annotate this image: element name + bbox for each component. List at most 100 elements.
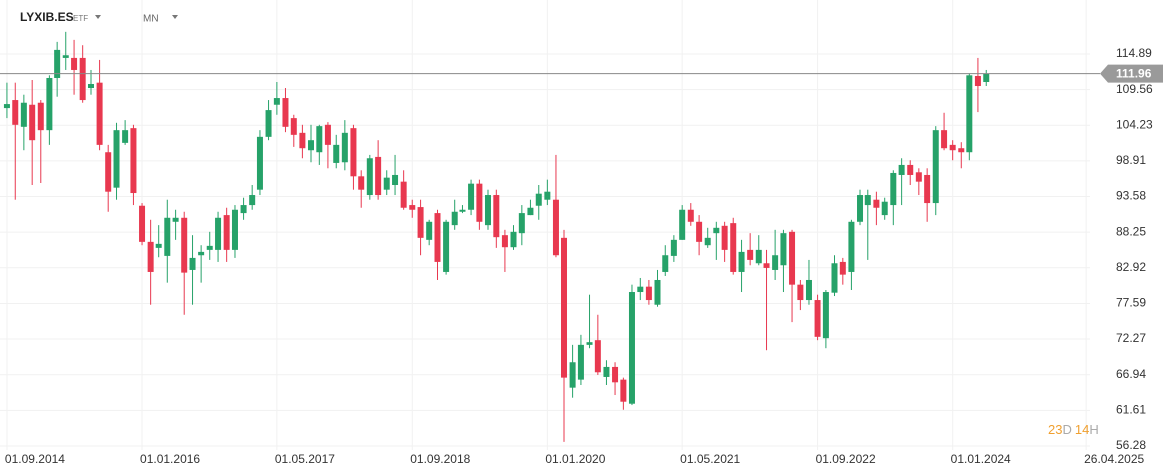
candle-body: [198, 251, 205, 256]
dropdown-arrow[interactable]: [95, 15, 101, 19]
candle-body: [122, 130, 129, 143]
candle-body: [155, 243, 162, 248]
candle-body: [443, 221, 450, 272]
x-tick-label: 01.01.2020: [545, 452, 605, 466]
candle-body: [62, 55, 69, 58]
candle-body: [215, 217, 222, 250]
candle-body: [333, 144, 340, 163]
candle-body: [552, 199, 559, 256]
candle-body: [434, 213, 441, 262]
candle-body: [527, 207, 534, 216]
x-tick-label: 01.05.2021: [680, 452, 740, 466]
candle-body: [468, 183, 475, 210]
candle-body: [966, 75, 973, 153]
candle-body: [299, 132, 306, 149]
candle-body: [805, 279, 812, 301]
countdown-unit: H: [1089, 422, 1098, 437]
candle-body: [324, 124, 331, 145]
current-price-label: 111.96: [1116, 67, 1152, 81]
candle-body: [974, 75, 981, 87]
candle-body: [181, 217, 188, 273]
candle-body: [12, 100, 19, 125]
countdown-unit: D: [1062, 422, 1071, 437]
candle-body: [738, 251, 745, 272]
candle-body: [71, 57, 78, 70]
candle-body: [822, 292, 829, 339]
x-tick-label: 01.09.2022: [816, 452, 876, 466]
candle-body: [763, 263, 770, 268]
interval[interactable]: MN: [143, 14, 159, 25]
candle-body: [223, 215, 230, 250]
candle-body: [755, 249, 762, 264]
candle-body: [780, 233, 787, 266]
y-tick-label: 88.25: [1116, 224, 1146, 238]
candle-body: [249, 195, 256, 206]
candle-body: [273, 98, 280, 105]
candle-body: [189, 257, 196, 270]
x-tick-label: 01.05.2017: [275, 452, 335, 466]
countdown: 23D 14H: [1048, 422, 1099, 437]
candle-body: [231, 209, 238, 250]
candle-body: [747, 249, 754, 260]
candle-body: [307, 140, 314, 151]
candle-body: [164, 217, 171, 256]
candle-body: [831, 263, 838, 293]
y-tick-label: 82.92: [1116, 260, 1146, 274]
candle-body: [130, 128, 137, 194]
y-tick-label: 98.91: [1116, 153, 1146, 167]
candle-body: [113, 130, 120, 188]
x-tick-label: 01.01.2016: [140, 452, 200, 466]
candle-body: [864, 195, 871, 206]
candle-body: [105, 152, 112, 192]
symbol[interactable]: LYXIB.ES: [20, 10, 74, 24]
candle-body: [400, 181, 407, 208]
candle-body: [704, 237, 711, 246]
candle-body: [535, 193, 542, 206]
candle-body: [29, 104, 36, 141]
candle-body: [594, 340, 601, 373]
y-tick-label: 114.89: [1116, 46, 1152, 60]
candle-body: [172, 217, 179, 222]
candle-body: [79, 57, 86, 101]
candle-body: [510, 231, 517, 248]
candle-body: [426, 221, 433, 240]
candle-body: [240, 205, 247, 214]
candle-body: [654, 279, 661, 305]
candle-body: [637, 286, 644, 293]
y-tick-label: 93.58: [1116, 189, 1146, 203]
candle-body: [898, 164, 905, 175]
x-tick-label: 01.09.2018: [410, 452, 470, 466]
candle-body: [603, 366, 610, 377]
candle-body: [561, 237, 568, 378]
x-tick-label: 01.09.2014: [5, 452, 65, 466]
dropdown-arrow[interactable]: [172, 15, 178, 19]
candle-body: [282, 98, 289, 127]
candle-body: [484, 195, 491, 226]
candle-body: [586, 342, 593, 345]
candle-body: [37, 102, 44, 131]
candle-body: [290, 118, 297, 135]
candle-body: [839, 261, 846, 275]
candle-body: [206, 245, 213, 250]
candle-body: [577, 344, 584, 380]
current-price-tag: [1100, 64, 1163, 83]
candle-body: [569, 362, 576, 388]
candle-body: [949, 144, 956, 151]
candle-body: [848, 221, 855, 272]
candle-body: [265, 110, 272, 137]
candle-body: [451, 211, 458, 226]
candle-body: [687, 209, 694, 222]
x-tick-label: 01.01.2024: [951, 452, 1011, 466]
candle-body: [46, 77, 53, 131]
candle-body: [814, 300, 821, 337]
candle-body: [670, 239, 677, 256]
candle-body: [544, 191, 551, 200]
candle-body: [797, 284, 804, 301]
candle-body: [730, 223, 737, 272]
candle-body: [958, 148, 965, 153]
candle-body: [679, 209, 686, 240]
candle-body: [907, 164, 914, 175]
candle-body: [873, 199, 880, 208]
